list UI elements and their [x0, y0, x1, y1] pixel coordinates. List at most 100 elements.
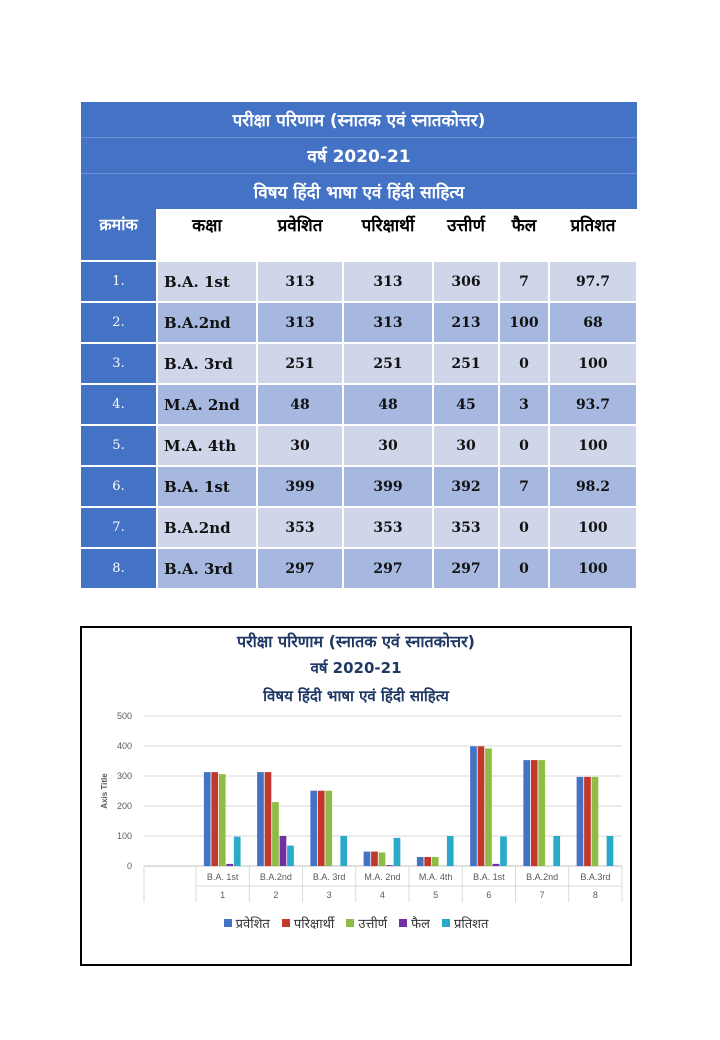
legend-label: उत्तीर्ण [358, 917, 388, 932]
cell-serial: 8. [81, 547, 158, 588]
legend-swatch [441, 919, 450, 927]
bar [310, 790, 318, 866]
bar [211, 772, 219, 866]
results-chart: परीक्षा परिणाम (स्नातक एवं स्नातकोत्तर) … [80, 626, 632, 966]
x-tick-label: B.A.2nd [260, 872, 292, 882]
cell-serial: 3. [81, 342, 158, 384]
bar [553, 836, 561, 866]
cell-class: M.A. 4th [157, 424, 258, 466]
x-tick-label: M.A. 2nd [364, 872, 400, 882]
bar [431, 857, 439, 866]
bar [203, 772, 211, 866]
bar [576, 776, 584, 866]
cell-failed: 0 [499, 506, 550, 548]
bar [386, 865, 393, 866]
bar [538, 760, 546, 866]
bar [584, 776, 591, 866]
legend-item: प्रवेशित [223, 914, 270, 932]
bar [492, 863, 500, 866]
y-tick-label: 400 [117, 741, 132, 751]
chart-legend: प्रवेशित परिक्षार्थी उत्तीर्ण फैल प्रतिशत [82, 914, 630, 932]
bar [287, 845, 294, 866]
legend-label: फैल [411, 917, 430, 932]
header-class: कक्षा [157, 209, 258, 261]
bar [257, 772, 264, 866]
x-group-label: 8 [593, 890, 598, 900]
cell-percentage: 100 [549, 424, 638, 466]
x-group-label: 3 [327, 890, 332, 900]
cell-admitted: 353 [257, 506, 344, 548]
header-percentage: प्रतिशत [549, 209, 638, 261]
cell-passed: 213 [433, 301, 500, 343]
cell-examinees: 399 [343, 465, 434, 507]
cell-percentage: 68 [549, 301, 638, 343]
legend-label: प्रतिशत [453, 917, 489, 932]
x-group-label: 2 [273, 890, 278, 900]
table-row: 1. B.A. 1st 313 313 306 7 97.7 [81, 260, 638, 302]
cell-serial: 7. [81, 506, 158, 548]
bar [500, 836, 507, 866]
y-tick-label: 300 [117, 771, 132, 781]
bar [272, 802, 279, 866]
header-examinees: परिक्षार्थी [343, 209, 434, 261]
bar [446, 836, 454, 866]
y-tick-label: 100 [117, 831, 132, 841]
cell-passed: 392 [433, 465, 500, 507]
y-tick-label: 500 [117, 711, 132, 721]
cell-serial: 2. [81, 301, 158, 343]
chart-plot: 0 100 200 300 400 500 Axis Title B.A. 1st 1 B.A.2… [100, 711, 623, 902]
table-header-row: क्रमांक कक्षा प्रवेशित परिक्षार्थी उत्ती… [81, 209, 638, 261]
cell-class: B.A. 3rd [157, 342, 258, 384]
cell-serial: 1. [81, 260, 158, 302]
bar [523, 760, 531, 866]
legend-swatch [281, 919, 290, 927]
cell-admitted: 48 [257, 383, 344, 425]
results-table-container: परीक्षा परिणाम (स्नातक एवं स्नातकोत्तर) … [81, 102, 638, 588]
bar [477, 746, 485, 866]
bar [264, 772, 272, 866]
cell-serial: 4. [81, 383, 158, 425]
bar [393, 837, 401, 866]
x-tick-label: B.A. 3rd [313, 872, 346, 882]
bar [363, 851, 371, 866]
cell-failed: 0 [499, 342, 550, 384]
bar [424, 857, 432, 866]
y-tick-label: 200 [117, 801, 132, 811]
cell-percentage: 100 [549, 342, 638, 384]
bar [485, 748, 492, 866]
legend-swatch [399, 919, 408, 927]
bar [218, 774, 226, 866]
x-tick-label: B.A.3rd [580, 872, 610, 882]
x-tick-label: B.A.2nd [526, 872, 558, 882]
cell-class: B.A.2nd [157, 506, 258, 548]
y-axis-title: Axis Title [100, 773, 109, 809]
table-row: 7. B.A.2nd 353 353 353 0 100 [81, 506, 638, 548]
header-serial: क्रमांक [81, 209, 158, 261]
table-row: 6. B.A. 1st 399 399 392 7 98.2 [81, 465, 638, 507]
cell-percentage: 98.2 [549, 465, 638, 507]
bar [530, 760, 538, 866]
cell-admitted: 313 [257, 301, 344, 343]
table-title-line-2: वर्ष 2020-21 [81, 138, 637, 174]
legend-swatch [223, 919, 232, 927]
bar [226, 863, 234, 866]
chart-title: परीक्षा परिणाम (स्नातक एवं स्नातकोत्तर) [237, 632, 475, 651]
cell-passed: 251 [433, 342, 500, 384]
table-row: 3. B.A. 3rd 251 251 251 0 100 [81, 342, 638, 384]
x-group-label: 5 [433, 890, 438, 900]
legend-item: परिक्षार्थी [281, 914, 334, 932]
chart-subtitle-year: वर्ष 2020-21 [310, 659, 402, 677]
bar [378, 852, 386, 866]
cell-passed: 297 [433, 547, 500, 588]
x-tick-label: M.A. 4th [419, 872, 453, 882]
table-row: 5. M.A. 4th 30 30 30 0 100 [81, 424, 638, 466]
cell-percentage: 93.7 [549, 383, 638, 425]
header-admitted: प्रवेशित [257, 209, 344, 261]
cell-passed: 353 [433, 506, 500, 548]
cell-serial: 6. [81, 465, 158, 507]
table-row: 8. B.A. 3rd 297 297 297 0 100 [81, 547, 638, 588]
table-row: 4. M.A. 2nd 48 48 45 3 93.7 [81, 383, 638, 425]
cell-failed: 3 [499, 383, 550, 425]
bar [325, 790, 333, 866]
cell-passed: 30 [433, 424, 500, 466]
